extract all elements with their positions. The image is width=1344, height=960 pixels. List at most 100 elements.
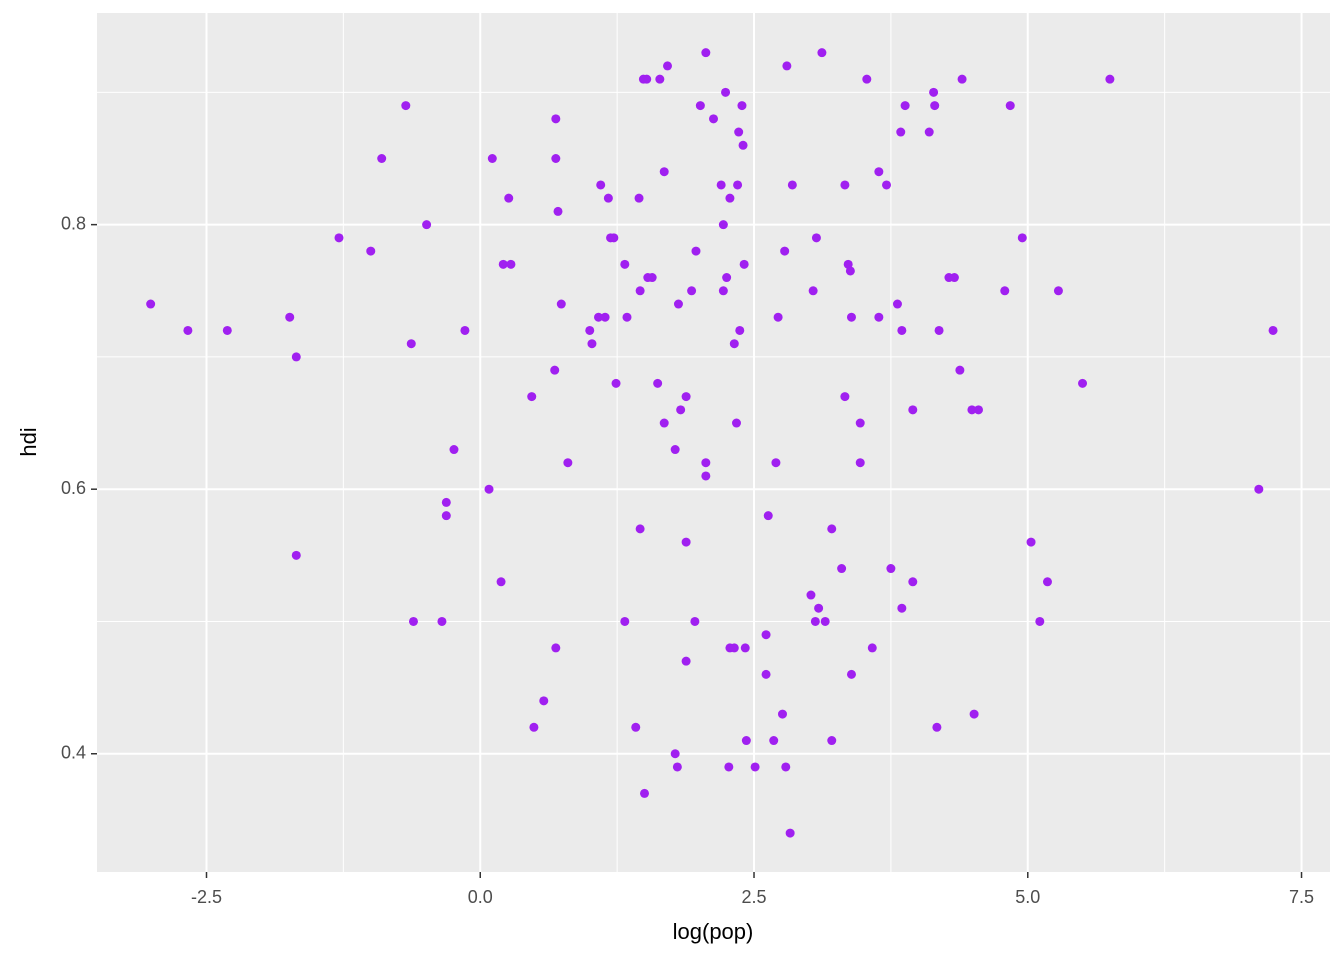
x-tick-label: 0.0: [468, 887, 493, 907]
point: [460, 325, 470, 335]
point: [676, 405, 686, 415]
point: [1105, 74, 1115, 84]
point: [808, 286, 818, 296]
point: [663, 61, 673, 71]
point: [635, 286, 645, 296]
x-tick-label: 7.5: [1289, 887, 1314, 907]
point: [291, 550, 301, 560]
point: [886, 564, 896, 574]
point: [401, 101, 411, 111]
point: [635, 524, 645, 534]
point: [620, 259, 630, 269]
point: [718, 220, 728, 230]
point: [487, 154, 497, 164]
point: [725, 193, 735, 203]
point: [837, 564, 847, 574]
point: [934, 325, 944, 335]
point: [846, 669, 856, 679]
point: [222, 325, 232, 335]
point: [932, 722, 942, 732]
point: [691, 246, 701, 256]
point: [377, 154, 387, 164]
point: [1000, 286, 1010, 296]
y-tick-label: 0.8: [61, 213, 86, 233]
point: [634, 193, 644, 203]
point: [724, 762, 734, 772]
point: [529, 722, 539, 732]
point: [908, 577, 918, 587]
point: [146, 299, 156, 309]
point: [1005, 101, 1015, 111]
point: [785, 828, 795, 838]
point: [955, 365, 965, 375]
point: [441, 497, 451, 507]
point: [285, 312, 295, 322]
point: [553, 206, 563, 216]
y-axis-title: hdi: [16, 427, 41, 456]
point: [441, 511, 451, 521]
point: [969, 709, 979, 719]
point: [967, 405, 977, 415]
point: [594, 312, 604, 322]
point: [681, 656, 691, 666]
point: [811, 233, 821, 243]
point: [550, 365, 560, 375]
point: [882, 180, 892, 190]
point: [892, 299, 902, 309]
point: [930, 101, 940, 111]
point: [897, 325, 907, 335]
point: [750, 762, 760, 772]
point: [498, 259, 508, 269]
point: [609, 233, 619, 243]
point: [655, 74, 665, 84]
point: [484, 484, 494, 494]
point: [716, 180, 726, 190]
point: [846, 312, 856, 322]
point: [771, 458, 781, 468]
point: [527, 392, 537, 402]
point: [874, 312, 884, 322]
point: [820, 616, 830, 626]
point: [908, 405, 918, 415]
point: [761, 630, 771, 640]
point: [551, 154, 561, 164]
point: [437, 616, 447, 626]
plot-panel: [97, 13, 1330, 872]
point: [773, 312, 783, 322]
point: [1035, 616, 1045, 626]
point: [406, 339, 416, 349]
point: [806, 590, 816, 600]
point: [366, 246, 376, 256]
point: [734, 127, 744, 137]
point: [741, 736, 751, 746]
point: [897, 603, 907, 613]
point: [862, 74, 872, 84]
point: [867, 643, 877, 653]
point: [681, 537, 691, 547]
point: [814, 603, 824, 613]
point: [761, 669, 771, 679]
point: [670, 749, 680, 759]
point: [949, 273, 959, 283]
point: [631, 722, 641, 732]
point: [827, 736, 837, 746]
point: [855, 458, 865, 468]
point: [1254, 484, 1264, 494]
point: [673, 299, 683, 309]
point: [737, 101, 747, 111]
point: [556, 299, 566, 309]
point: [781, 762, 791, 772]
point: [701, 48, 711, 58]
point: [827, 524, 837, 534]
point: [900, 101, 910, 111]
point: [653, 378, 663, 388]
point: [840, 180, 850, 190]
point: [874, 167, 884, 177]
point: [810, 616, 820, 626]
point: [973, 405, 983, 415]
point: [600, 312, 610, 322]
point: [731, 418, 741, 428]
point: [855, 418, 865, 428]
point: [690, 616, 700, 626]
y-tick-label: 0.4: [61, 742, 86, 762]
